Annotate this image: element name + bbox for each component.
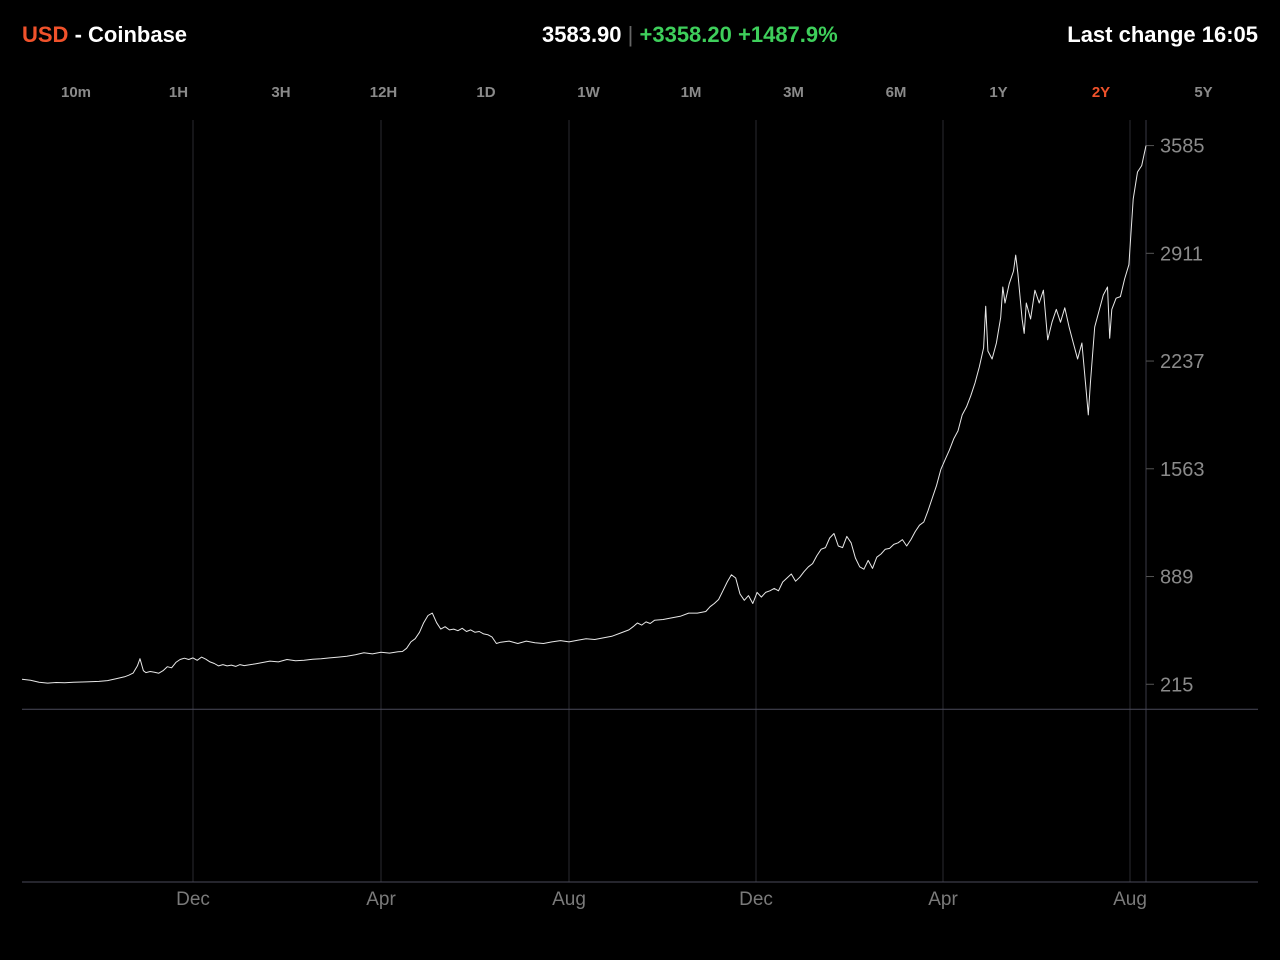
y-tick-label: 215 [1160, 674, 1193, 696]
change-percent: +1487.9% [738, 22, 838, 47]
range-button-1d[interactable]: 1D [476, 84, 496, 101]
current-price: 3583.90 [542, 22, 622, 47]
x-tick-label: Apr [928, 889, 958, 910]
change-absolute: +3358.20 [639, 22, 732, 47]
range-button-5y[interactable]: 5Y [1194, 84, 1213, 101]
range-button-1w[interactable]: 1W [577, 84, 600, 101]
range-button-12h[interactable]: 12H [369, 84, 398, 101]
header: USD - Coinbase 3583.90 | +3358.20 +1487.… [0, 0, 1280, 70]
x-tick-label: Dec [739, 889, 773, 910]
range-button-1y[interactable]: 1Y [989, 84, 1008, 101]
y-tick-label: 3585 [1160, 136, 1205, 158]
range-button-3h[interactable]: 3H [271, 84, 291, 101]
time-range-bar: 10m 1H 3H 12H 1D 1W 1M 3M 6M 1Y 2Y 5Y [0, 84, 1280, 108]
y-tick-label: 889 [1160, 567, 1193, 589]
price-summary: 3583.90 | +3358.20 +1487.9% [542, 22, 838, 48]
price-series-line [21, 145, 1147, 684]
x-tick-label: Dec [176, 889, 210, 910]
range-button-6m[interactable]: 6M [885, 84, 907, 101]
y-tick-label: 1563 [1160, 459, 1205, 481]
range-button-1m[interactable]: 1M [680, 84, 702, 101]
price-separator: | [627, 22, 634, 47]
currency-label: USD [22, 22, 69, 47]
last-change: Last change 16:05 [1067, 22, 1258, 47]
y-tick-label: 2237 [1160, 351, 1205, 373]
x-tick-label: Aug [1113, 889, 1147, 910]
range-button-10m[interactable]: 10m [60, 84, 92, 101]
y-tick-label: 2911 [1160, 243, 1203, 265]
range-button-3m[interactable]: 3M [783, 84, 804, 101]
x-tick-label: Aug [552, 889, 586, 910]
x-tick-label: Apr [366, 889, 396, 910]
market-title: USD - Coinbase [22, 22, 187, 48]
exchange-label: - Coinbase [74, 22, 188, 47]
range-button-2y[interactable]: 2Y [1091, 84, 1111, 101]
range-button-1h[interactable]: 1H [168, 84, 189, 101]
